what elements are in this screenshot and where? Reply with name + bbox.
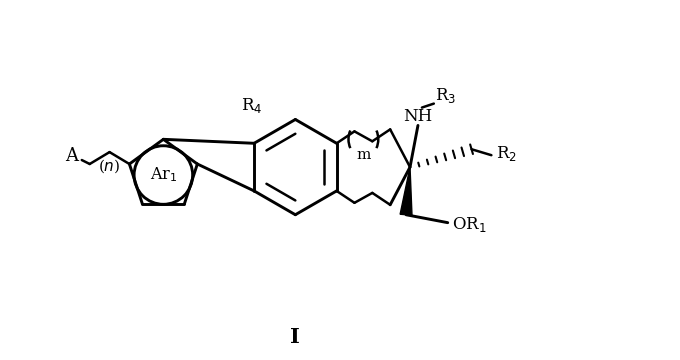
- Text: m: m: [356, 148, 371, 162]
- Text: Ar$_1$: Ar$_1$: [150, 166, 177, 184]
- Polygon shape: [400, 167, 412, 215]
- Text: R$_2$: R$_2$: [496, 144, 517, 163]
- Text: OR$_1$: OR$_1$: [452, 215, 487, 234]
- Text: ($n$): ($n$): [99, 157, 121, 175]
- Text: A: A: [65, 147, 78, 165]
- Text: I: I: [290, 327, 301, 347]
- Text: R$_3$: R$_3$: [435, 86, 456, 105]
- Text: R$_4$: R$_4$: [241, 96, 262, 115]
- Text: NH: NH: [403, 108, 432, 125]
